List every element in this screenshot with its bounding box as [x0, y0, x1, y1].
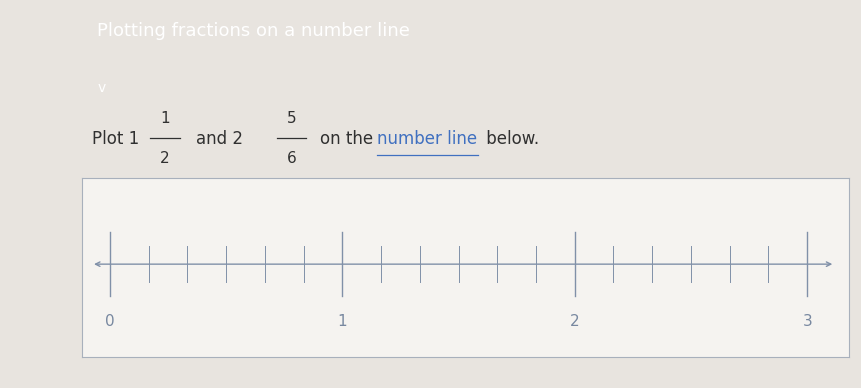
Text: 6: 6	[287, 151, 296, 166]
Text: on the: on the	[319, 130, 378, 148]
Text: number line: number line	[377, 130, 477, 148]
Text: 3: 3	[802, 314, 811, 329]
Text: 1: 1	[160, 111, 170, 126]
Text: 2: 2	[160, 151, 170, 166]
Text: and 2: and 2	[195, 130, 242, 148]
Text: below.: below.	[480, 130, 538, 148]
Text: Plotting fractions on a number line: Plotting fractions on a number line	[96, 22, 409, 40]
Text: 1: 1	[337, 314, 347, 329]
Text: 0: 0	[105, 314, 115, 329]
Text: Plot 1: Plot 1	[91, 130, 139, 148]
Text: 2: 2	[569, 314, 579, 329]
Text: 5: 5	[287, 111, 296, 126]
Text: v: v	[97, 81, 105, 95]
